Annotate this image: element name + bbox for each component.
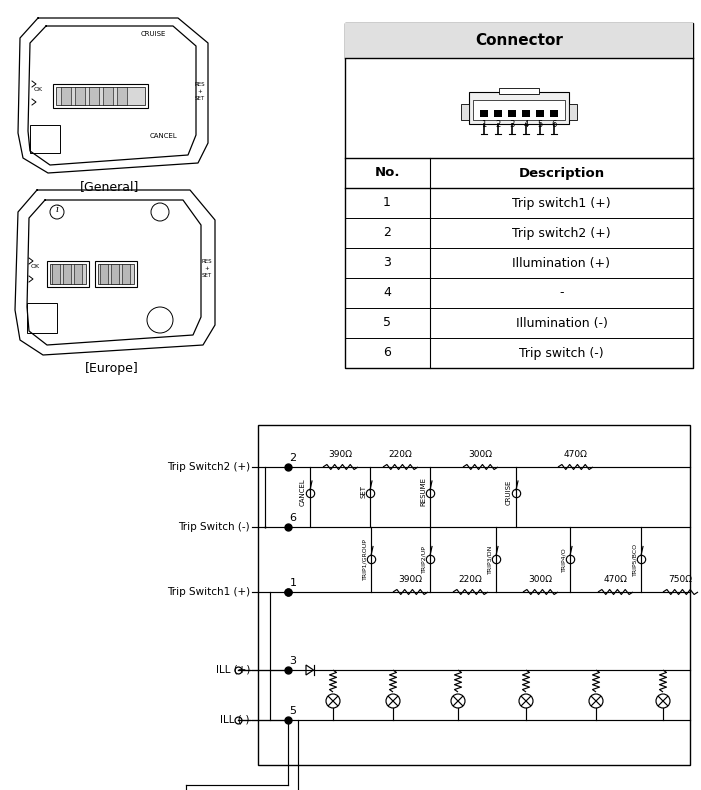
Text: 2: 2 (496, 120, 501, 129)
Bar (47, 261, 89, 287)
Bar (480, 110, 488, 117)
Text: 5: 5 (383, 317, 391, 329)
Text: Connector: Connector (475, 33, 563, 48)
Text: 5: 5 (290, 706, 297, 716)
Text: 300Ω: 300Ω (468, 450, 493, 459)
Text: 750Ω: 750Ω (669, 575, 693, 584)
Text: Trip Switch1 (+): Trip Switch1 (+) (167, 587, 250, 597)
Text: CANCEL: CANCEL (149, 133, 177, 139)
Text: +: + (205, 266, 210, 271)
Text: [General]: [General] (81, 180, 139, 193)
Text: Description: Description (519, 167, 604, 179)
Text: 470Ω: 470Ω (564, 450, 587, 459)
Text: CRUISE: CRUISE (506, 480, 512, 505)
Text: SET: SET (195, 96, 205, 101)
Bar (499, 88, 539, 94)
Bar (100, 264, 108, 284)
Bar (122, 264, 130, 284)
Text: SET: SET (360, 486, 366, 498)
Text: RESUME: RESUME (420, 477, 426, 506)
Text: 6: 6 (551, 120, 557, 129)
Text: TRIP4/O: TRIP4/O (561, 547, 566, 572)
Bar (522, 110, 530, 117)
Text: 390Ω: 390Ω (329, 450, 353, 459)
Text: TRIP3/DN: TRIP3/DN (487, 545, 492, 574)
Text: SET: SET (202, 273, 212, 278)
Text: CRUISE: CRUISE (140, 31, 165, 37)
Text: 4: 4 (524, 120, 529, 129)
Text: OK: OK (30, 264, 39, 269)
Bar (103, 87, 113, 105)
Text: 4: 4 (383, 287, 391, 299)
Text: 1: 1 (290, 578, 297, 588)
Bar (98, 264, 134, 284)
Text: 2: 2 (383, 227, 391, 239)
Bar (117, 87, 127, 105)
Bar (469, 92, 569, 124)
Text: RES: RES (195, 82, 205, 87)
Bar (52, 264, 60, 284)
Bar (50, 264, 86, 284)
Text: 2: 2 (290, 453, 297, 463)
Bar (61, 87, 71, 105)
Text: 1: 1 (383, 197, 391, 209)
Text: 3: 3 (290, 656, 297, 666)
Text: +: + (198, 89, 203, 94)
Text: 220Ω: 220Ω (388, 450, 412, 459)
Bar (508, 110, 516, 117)
Bar (74, 264, 82, 284)
Bar (56, 87, 145, 105)
Bar (345, 23, 693, 368)
Text: TRIP1/GROUP: TRIP1/GROUP (362, 539, 367, 581)
Bar (494, 110, 502, 117)
Text: [Europe]: [Europe] (85, 362, 139, 375)
Text: 3: 3 (510, 120, 515, 129)
Text: OK: OK (34, 87, 43, 92)
Text: 1: 1 (482, 120, 486, 129)
Bar (111, 264, 119, 284)
Text: TRIP5/BCO: TRIP5/BCO (632, 543, 637, 576)
Bar (550, 110, 558, 117)
Text: Trip Switch2 (+): Trip Switch2 (+) (167, 462, 250, 472)
Text: Trip switch (-): Trip switch (-) (519, 347, 604, 359)
Text: 6: 6 (290, 513, 297, 523)
Bar (461, 104, 469, 120)
Text: i: i (55, 205, 59, 214)
Bar (95, 261, 137, 287)
Bar (345, 23, 693, 58)
Text: Illumination (+): Illumination (+) (512, 257, 611, 269)
Text: 6: 6 (383, 347, 391, 359)
Text: 470Ω: 470Ω (604, 575, 627, 584)
Text: 220Ω: 220Ω (458, 575, 482, 584)
Text: Trip switch2 (+): Trip switch2 (+) (512, 227, 611, 239)
Text: CANCEL: CANCEL (300, 478, 306, 506)
Bar (473, 100, 565, 120)
Text: RES: RES (202, 259, 212, 264)
Text: Trip Switch (-): Trip Switch (-) (178, 522, 250, 532)
Text: 300Ω: 300Ω (529, 575, 552, 584)
Bar (27, 303, 57, 333)
Text: 5: 5 (538, 120, 543, 129)
Text: Trip switch1 (+): Trip switch1 (+) (512, 197, 611, 209)
Bar (63, 264, 71, 284)
Text: 3: 3 (383, 257, 391, 269)
Bar (569, 104, 577, 120)
Bar (89, 87, 99, 105)
Text: 390Ω: 390Ω (398, 575, 423, 584)
Text: Illumination (-): Illumination (-) (515, 317, 608, 329)
Bar (53, 84, 148, 108)
Bar (75, 87, 85, 105)
Bar (536, 110, 544, 117)
Text: No.: No. (374, 167, 400, 179)
Text: -: - (559, 287, 564, 299)
Bar (258, 425, 690, 765)
Text: ILL (+): ILL (+) (216, 665, 250, 675)
Bar (30, 125, 60, 153)
Text: TRIP2/UP: TRIP2/UP (421, 546, 426, 574)
Text: ILL (-): ILL (-) (221, 715, 250, 725)
